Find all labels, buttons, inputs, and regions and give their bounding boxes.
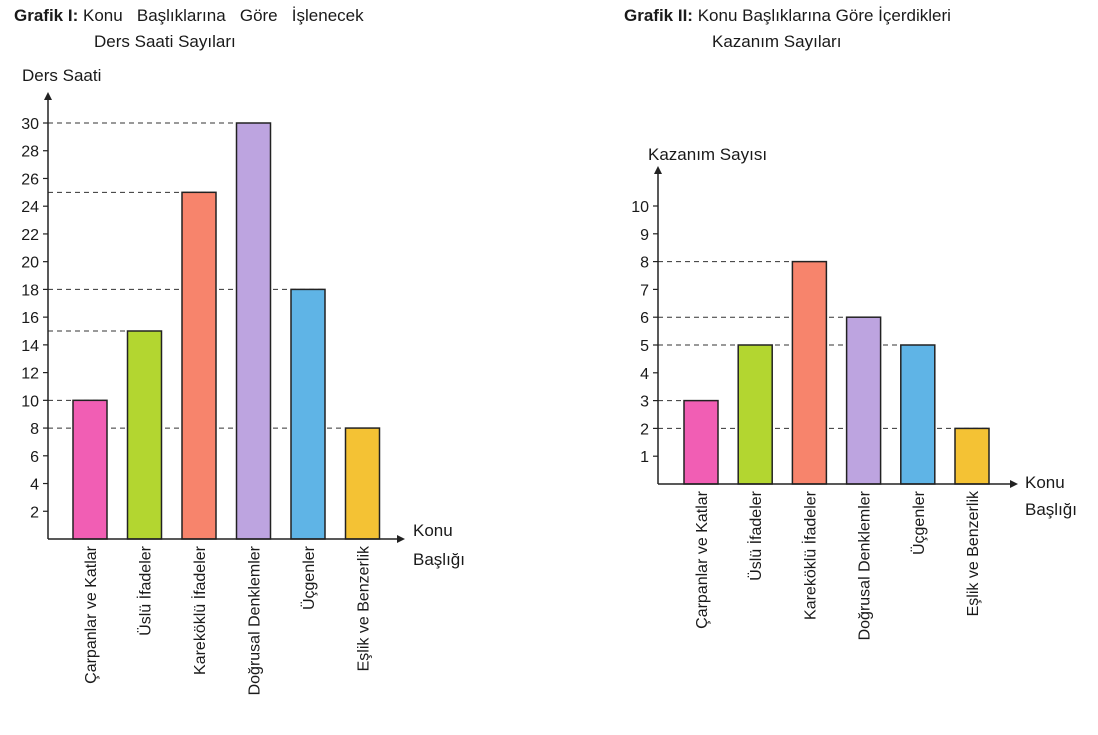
y-tick-label: 4 [640, 366, 649, 383]
category-label-4: Doğrusal Denklemler [857, 490, 874, 640]
y-tick-label: 4 [30, 477, 39, 494]
y-tick-label: 3 [640, 394, 649, 411]
chart-2-title: Grafik II: Konu Başlıklarına Göre İçerdi… [624, 3, 1064, 55]
category-label-6: Eşlik ve Benzerlik [965, 490, 982, 616]
bar-1 [683, 399, 719, 485]
bar-5 [900, 344, 936, 485]
y-tick-label: 8 [30, 421, 39, 438]
bar-4 [235, 122, 272, 540]
bar-2 [737, 344, 773, 485]
chart-2-title-prefix: Grafik II: [624, 6, 693, 25]
category-label-1: Çarpanlar ve Katlar [694, 490, 711, 629]
bar-2 [126, 330, 163, 540]
category-label-6: Eşlik ve Benzerlik [356, 545, 373, 671]
y-tick-label: 2 [640, 421, 649, 438]
chart-1-title-line1: Konu Başlıklarına Göre İşlenecek [82, 6, 364, 25]
chart-2-title-line1: Konu Başlıklarına Göre İçerdikleri [697, 6, 951, 25]
bar-6 [344, 427, 381, 540]
y-tick-label: 6 [30, 449, 39, 466]
y-tick-label: 7 [640, 282, 649, 299]
category-label-4: Doğrusal Denklemler [247, 545, 264, 695]
y-tick-label: 10 [631, 199, 649, 216]
category-label-1: Çarpanlar ve Katlar [83, 545, 100, 684]
bar-5 [290, 288, 326, 540]
bar-6 [954, 427, 990, 485]
y-axis-label: Ders Saati [22, 66, 101, 85]
x-axis-label-line2: Başlığı [1025, 500, 1077, 519]
y-tick-label: 26 [21, 171, 39, 188]
category-label-2: Üslü İfadeler [136, 545, 155, 635]
bar-4 [845, 316, 882, 485]
x-axis-label-line1: Konu [1025, 473, 1065, 492]
bar-3 [181, 191, 217, 540]
category-label-2: Üslü İfadeler [746, 490, 765, 580]
y-axis-arrow [654, 166, 662, 174]
chart-1-title-line2: Ders Saati Sayıları [94, 32, 236, 51]
y-tick-label: 10 [21, 393, 39, 410]
y-tick-label: 20 [21, 255, 39, 272]
x-axis-arrow [397, 535, 405, 543]
category-label-3: Kareköklü İfadeler [190, 545, 209, 675]
category-label-5: Üçgenler [910, 490, 928, 555]
category-label-3: Kareköklü İfadeler [800, 490, 819, 620]
y-axis-label: Kazanım Sayısı [648, 145, 767, 164]
chart-2-title-line2: Kazanım Sayıları [712, 32, 842, 51]
y-tick-label: 30 [21, 116, 39, 133]
y-tick-label: 22 [21, 227, 39, 244]
y-tick-label: 12 [21, 366, 39, 383]
bar-3 [791, 260, 828, 485]
y-tick-label: 2 [30, 504, 39, 521]
y-tick-label: 18 [21, 282, 39, 299]
chart-2: 1 2 3 4 5 6 7 8 9 10 Kazanım Sayısı Konu Başlığı Çarp… [631, 145, 1077, 640]
bar-1 [72, 399, 108, 540]
chart-1-title: Grafik I: Konu Başlıklarına Göre İşlenec… [14, 3, 474, 55]
y-tick-label: 16 [21, 310, 39, 327]
y-tick-label: 6 [640, 310, 649, 327]
y-tick-label: 28 [21, 144, 39, 161]
x-axis-label-line1: Konu [413, 521, 453, 540]
y-tick-label: 5 [640, 338, 649, 355]
y-tick-label: 9 [640, 227, 649, 244]
chart-1-title-prefix: Grafik I: [14, 6, 79, 25]
y-tick-label: 8 [640, 255, 649, 272]
y-axis-arrow [44, 92, 52, 100]
x-axis-label-line2: Başlığı [413, 550, 465, 569]
y-tick-label: 24 [21, 199, 39, 216]
y-tick-label: 1 [640, 449, 649, 466]
category-label-5: Üçgenler [300, 545, 318, 610]
x-axis-arrow [1010, 480, 1018, 488]
y-tick-label: 14 [21, 338, 39, 355]
